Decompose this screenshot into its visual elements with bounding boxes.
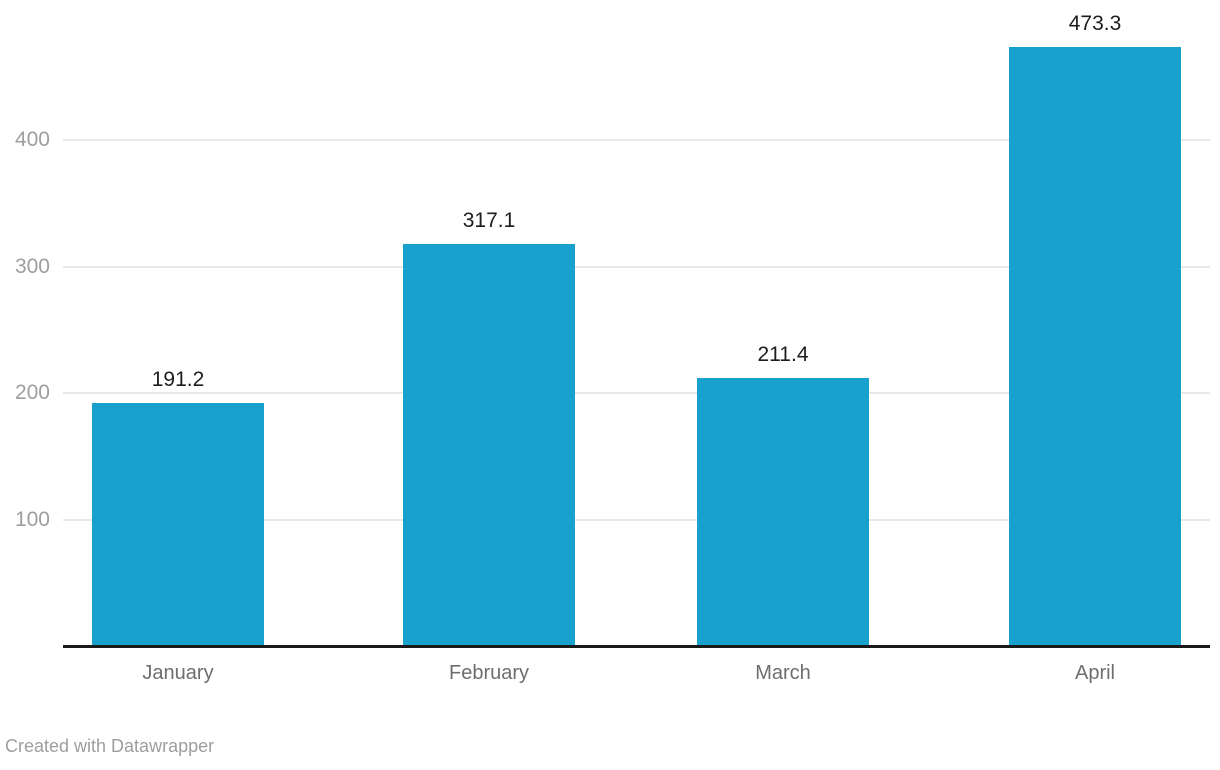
bar-value-label: 211.4 (757, 343, 809, 366)
x-axis-category-label: April (1074, 662, 1115, 684)
bar-value-label: 317.1 (462, 209, 516, 232)
y-axis-tick-label: 200 (14, 381, 50, 404)
gridline-100 (63, 519, 1210, 521)
bar-january[interactable] (92, 403, 264, 645)
gridline-200 (63, 392, 1210, 394)
bar-value-label: 191.2 (151, 368, 205, 391)
x-axis-baseline (63, 645, 1210, 648)
x-axis-category-label: January (142, 662, 214, 684)
bar-value-label: 473.3 (1068, 12, 1122, 35)
bar-april[interactable] (1009, 47, 1181, 645)
datawrapper-attribution[interactable]: Created with Datawrapper (5, 736, 215, 756)
y-axis-tick-label: 100 (14, 508, 50, 531)
y-axis-tick-label: 300 (14, 255, 50, 278)
gridline-300 (63, 266, 1210, 268)
bar-march[interactable] (697, 378, 869, 645)
x-axis-category-label: March (755, 662, 811, 684)
x-axis-category-label: February (448, 662, 530, 684)
bar-february[interactable] (403, 244, 575, 645)
gridline-400 (63, 139, 1210, 141)
y-axis-tick-label: 400 (14, 128, 50, 151)
